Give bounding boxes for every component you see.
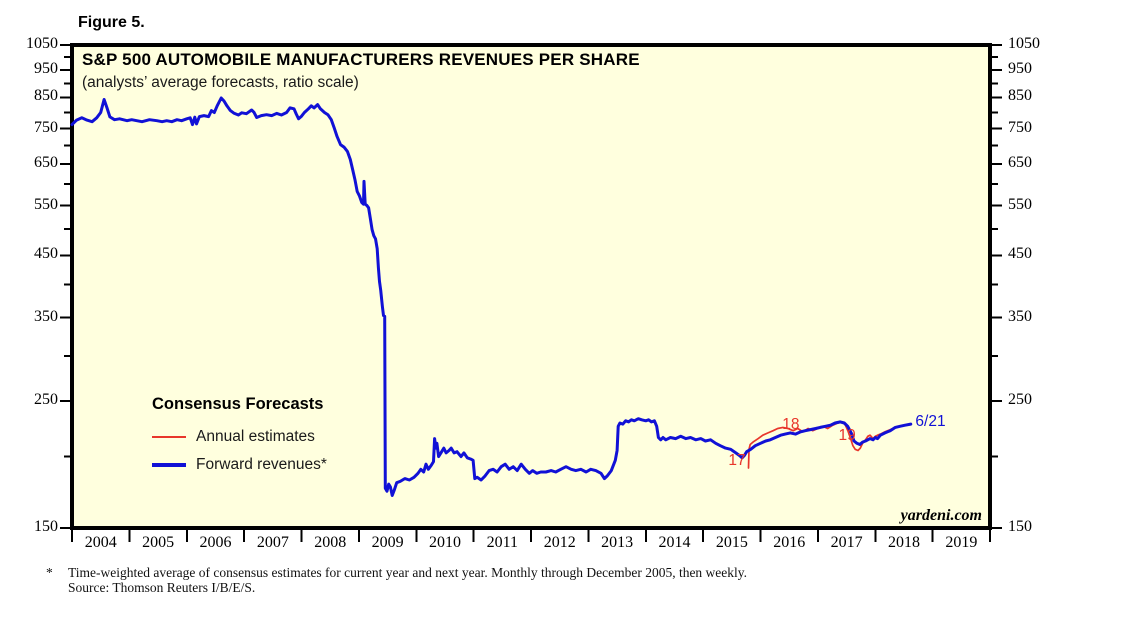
x-tick-label: 2013 (601, 534, 634, 551)
figure-label: Figure 5. (78, 14, 145, 31)
x-tick-label: 2016 (773, 534, 806, 551)
x-tick-label: 2006 (199, 534, 232, 551)
annual-estimates-line-sample (152, 436, 186, 438)
y-tick-label: 750 (1008, 118, 1032, 136)
footnote-marker: * (46, 565, 53, 580)
x-tick-label: 2018 (887, 534, 920, 551)
annotation-18: 18 (782, 416, 800, 434)
footnote-line-2: Source: Thomson Reuters I/B/E/S. (68, 580, 256, 595)
watermark-yardeni: yardeni.com (900, 507, 982, 524)
forward-revenues-line-sample (152, 463, 186, 467)
legend-item-annual-estimates: Annual estimates (152, 423, 327, 451)
x-tick-label: 2014 (658, 534, 691, 551)
chart-subtitle: (analysts’ average forecasts, ratio scal… (82, 74, 359, 91)
y-tick-label: 350 (34, 307, 58, 325)
y-tick-label: 1050 (26, 35, 58, 52)
legend: Consensus Forecasts Annual estimates For… (152, 395, 327, 479)
y-tick-label: 950 (1008, 59, 1032, 77)
y-tick-label: 250 (1008, 391, 1032, 409)
y-tick-label: 250 (34, 391, 58, 409)
forward-revenues-line (70, 96, 913, 497)
y-tick-label: 850 (1008, 87, 1032, 105)
x-tick-label: 2015 (715, 534, 748, 551)
y-tick-label: 850 (34, 87, 58, 105)
x-tick-label: 2012 (543, 534, 576, 551)
annotation-17: 17 (728, 451, 746, 469)
y-tick-label: 450 (1008, 245, 1032, 263)
annotation-6-21: 6/21 (915, 412, 946, 430)
x-tick-label: 2004 (84, 534, 117, 551)
chart-title: S&P 500 AUTOMOBILE MANUFACTURERS REVENUE… (82, 50, 640, 69)
x-tick-label: 2011 (486, 534, 519, 551)
x-tick-label: 2010 (428, 534, 461, 551)
y-tick-label: 1050 (1008, 35, 1040, 52)
x-tick-label: 2017 (830, 534, 863, 551)
y-tick-label: 150 (34, 518, 58, 535)
x-tick-label: 2007 (256, 534, 289, 551)
y-tick-label: 650 (1008, 154, 1032, 172)
y-tick-label: 750 (34, 118, 58, 136)
y-tick-label: 950 (34, 59, 58, 77)
legend-title: Consensus Forecasts (152, 395, 324, 413)
legend-label: Annual estimates (196, 428, 315, 445)
y-tick-label: 550 (34, 195, 58, 213)
y-tick-label: 650 (34, 154, 58, 172)
x-tick-label: 2019 (945, 534, 978, 551)
legend-item-forward-revenues: Forward revenues* (152, 451, 327, 479)
plot-frame (70, 43, 992, 530)
footnote-line-1: Time-weighted average of consensus estim… (68, 565, 748, 580)
legend-label: Forward revenues* (196, 456, 327, 473)
y-tick-label: 450 (34, 245, 58, 263)
x-tick-label: 2009 (371, 534, 404, 551)
x-tick-label: 2005 (142, 534, 175, 551)
y-tick-label: 550 (1008, 195, 1032, 213)
y-tick-label: 150 (1008, 518, 1032, 535)
y-tick-label: 350 (1008, 307, 1032, 325)
annotation-19: 19 (838, 427, 856, 445)
x-tick-label: 2008 (314, 534, 347, 551)
